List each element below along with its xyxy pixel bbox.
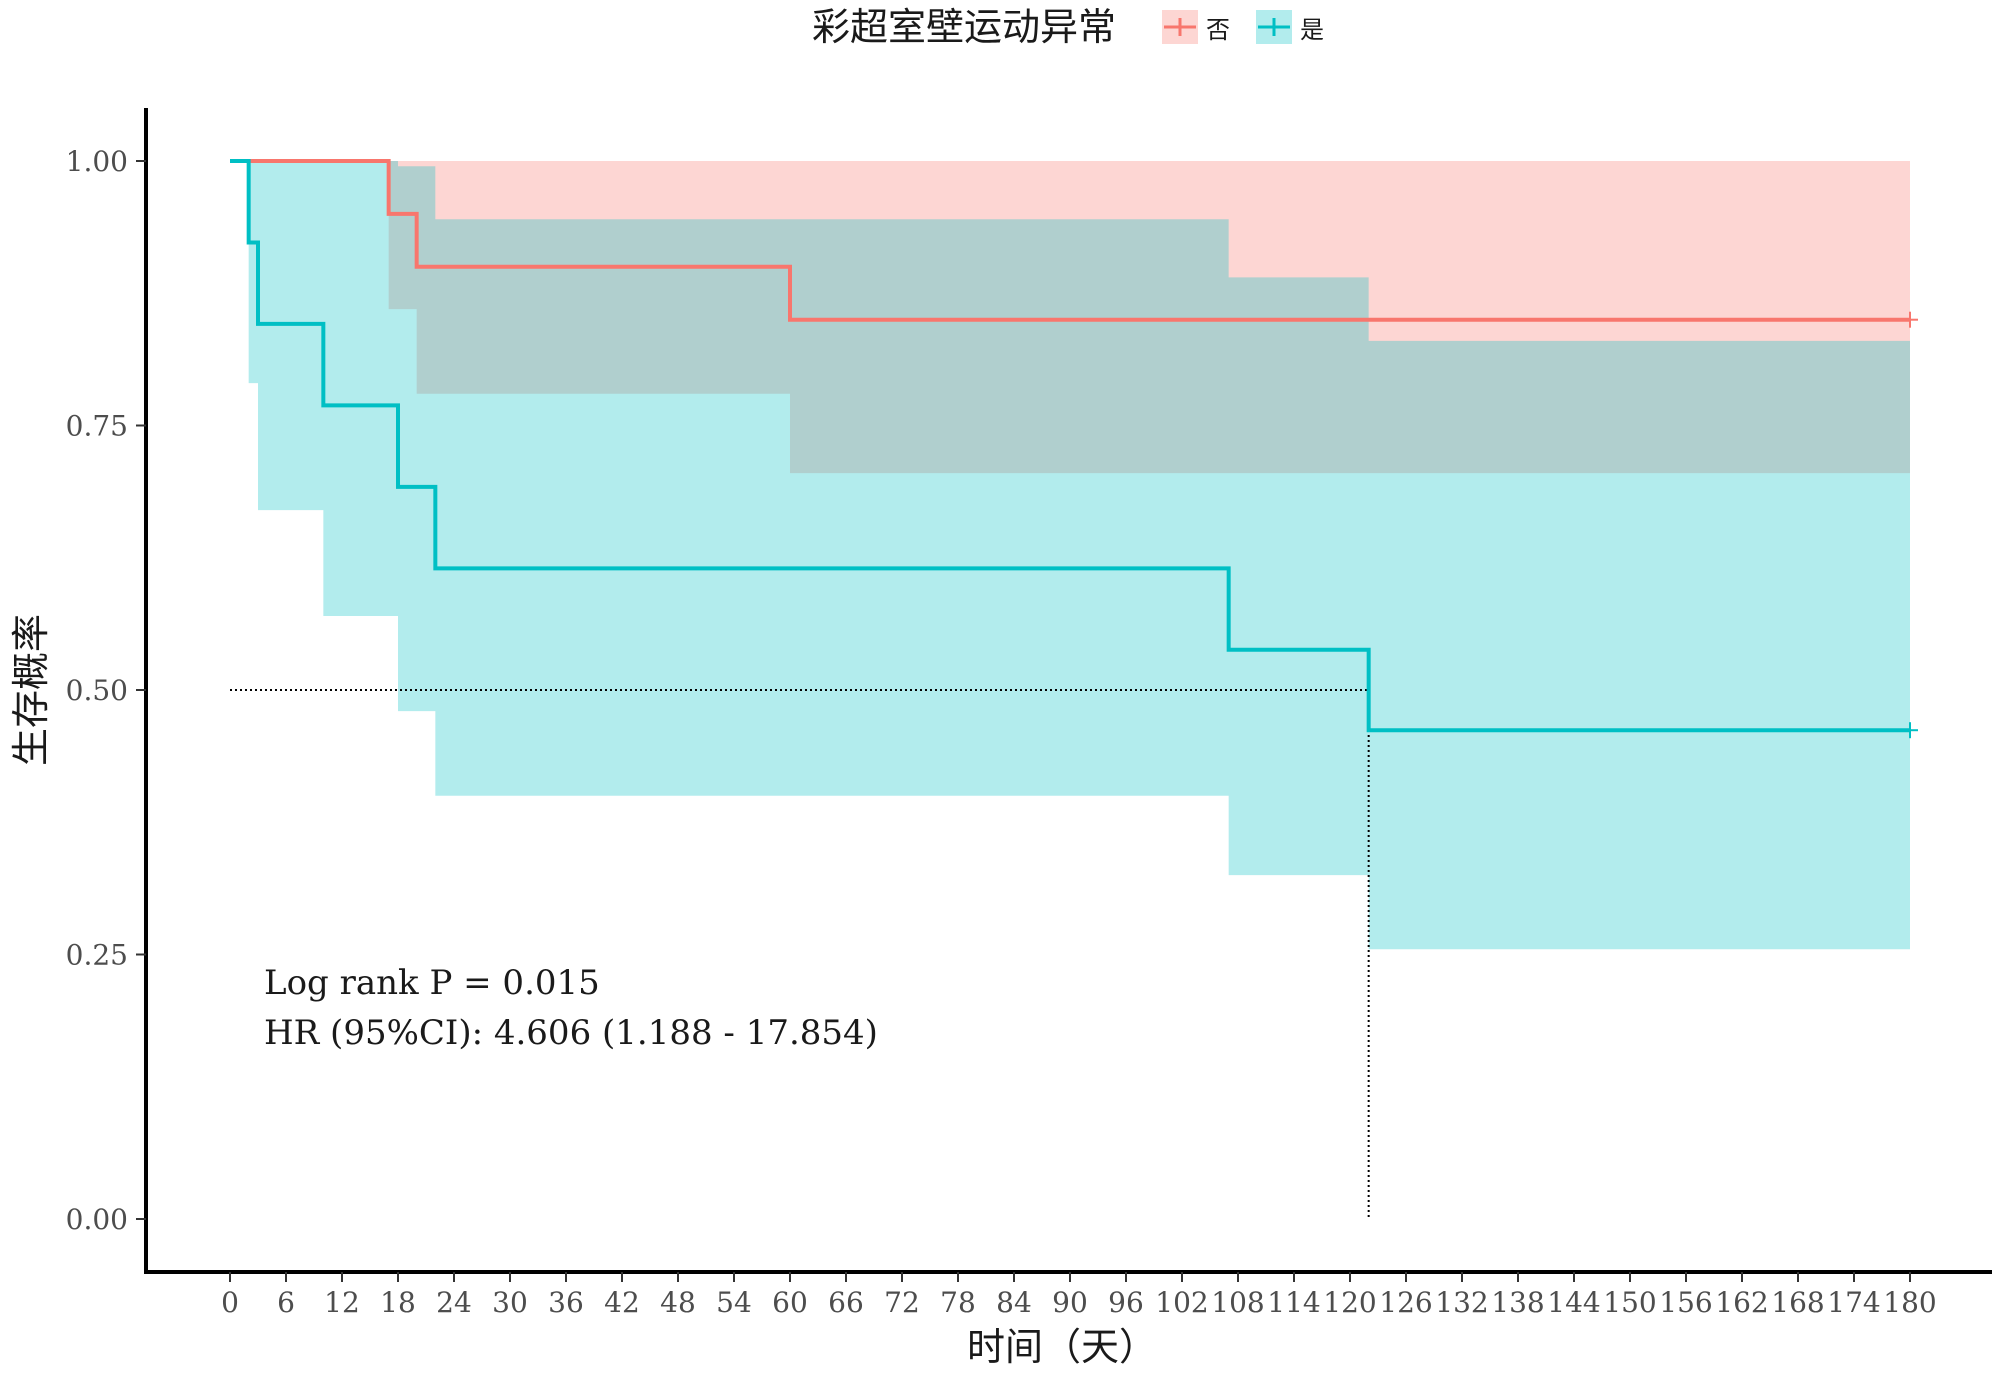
logrank-annotation: Log rank P = 0.015 xyxy=(264,963,600,1003)
y-tick-label: 0.75 xyxy=(66,410,128,443)
x-tick-label: 108 xyxy=(1211,1286,1264,1319)
x-tick-label: 0 xyxy=(221,1286,239,1319)
y-tick-label: 1.00 xyxy=(66,145,128,178)
legend-label-no: 否 xyxy=(1206,16,1230,44)
x-tick-label: 174 xyxy=(1827,1286,1880,1319)
x-tick-label: 132 xyxy=(1435,1286,1488,1319)
confidence-bands xyxy=(230,161,1910,950)
legend-item-no: 否 xyxy=(1162,10,1230,44)
y-tick-label: 0.25 xyxy=(66,939,128,972)
x-tick-label: 168 xyxy=(1771,1286,1824,1319)
x-tick-label: 96 xyxy=(1108,1286,1144,1319)
x-tick-label: 24 xyxy=(436,1286,472,1319)
y-tick-label: 0.50 xyxy=(66,674,128,707)
legend-title: 彩超室壁运动异常 xyxy=(812,5,1116,49)
x-tick-label: 66 xyxy=(828,1286,864,1319)
x-ticks: 0 6 12 18 24 30 36 42 48 54 60 66 72 78 84 90 96 102 108 11… xyxy=(221,1272,1937,1319)
ci-band-no xyxy=(230,161,1910,474)
x-tick-label: 138 xyxy=(1491,1286,1544,1319)
x-tick-label: 162 xyxy=(1715,1286,1768,1319)
hr-annotation: HR (95%CI): 4.606 (1.188 - 17.854) xyxy=(264,1013,878,1053)
x-tick-label: 72 xyxy=(884,1286,920,1319)
x-axis-title: 时间（天） xyxy=(967,1325,1157,1369)
x-tick-label: 12 xyxy=(324,1286,360,1319)
x-tick-label: 6 xyxy=(277,1286,295,1319)
survival-curve-yes xyxy=(230,159,1910,733)
y-ticks: 0.00 0.25 0.50 0.75 1.00 xyxy=(66,145,146,1236)
x-tick-label: 60 xyxy=(772,1286,808,1319)
x-tick-label: 30 xyxy=(492,1286,528,1319)
legend: 彩超室壁运动异常 否 是 xyxy=(812,5,1324,49)
x-tick-label: 36 xyxy=(548,1286,584,1319)
y-axis-title: 生存概率 xyxy=(9,614,53,766)
x-tick-label: 42 xyxy=(604,1286,640,1319)
legend-label-yes: 是 xyxy=(1300,16,1324,44)
x-tick-label: 18 xyxy=(380,1286,416,1319)
x-tick-label: 84 xyxy=(996,1286,1032,1319)
survival-curve-no xyxy=(230,159,1910,322)
x-tick-label: 78 xyxy=(940,1286,976,1319)
x-tick-label: 102 xyxy=(1155,1286,1208,1319)
ci-band-yes xyxy=(230,161,1910,950)
x-tick-label: 144 xyxy=(1547,1286,1600,1319)
y-tick-label: 0.00 xyxy=(66,1203,128,1236)
x-tick-label: 126 xyxy=(1379,1286,1432,1319)
x-tick-label: 120 xyxy=(1323,1286,1376,1319)
x-tick-label: 156 xyxy=(1659,1286,1712,1319)
x-tick-label: 54 xyxy=(716,1286,752,1319)
x-tick-label: 48 xyxy=(660,1286,696,1319)
x-tick-label: 180 xyxy=(1883,1286,1936,1319)
x-tick-label: 114 xyxy=(1267,1286,1320,1319)
x-tick-label: 90 xyxy=(1052,1286,1088,1319)
legend-item-yes: 是 xyxy=(1256,10,1324,44)
x-tick-label: 150 xyxy=(1603,1286,1656,1319)
survival-curves xyxy=(230,159,1918,739)
median-reference-lines xyxy=(230,689,1370,1219)
